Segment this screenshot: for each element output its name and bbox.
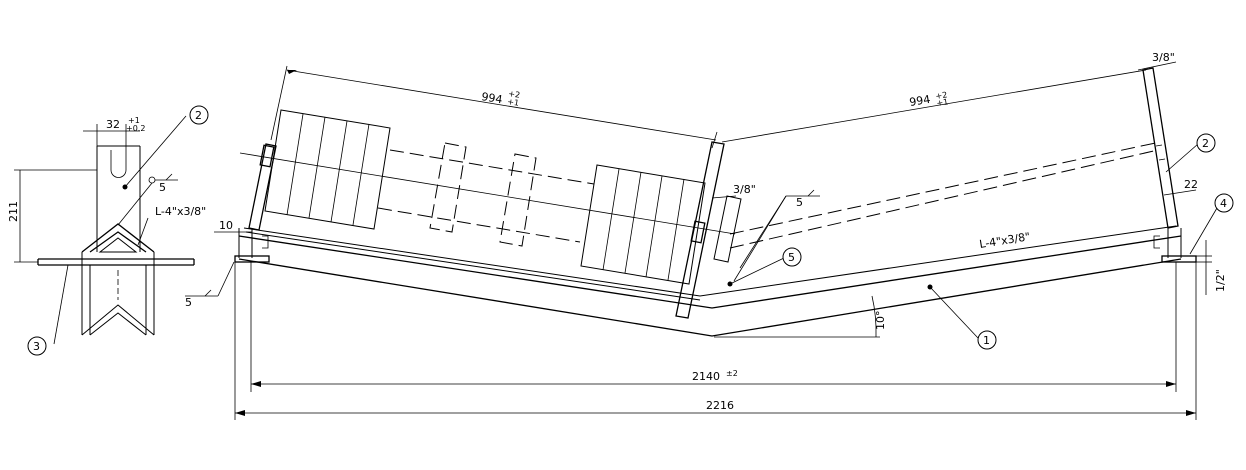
balloon-2-right: 2 [1196, 133, 1216, 153]
dim-2140-tol: ±2 [726, 369, 738, 378]
base-thk-label: 1/2" [1214, 269, 1227, 292]
svg-text:1: 1 [983, 334, 990, 347]
balloon-3: 3 [27, 336, 47, 356]
dim-2140-label: 2140 [692, 370, 720, 383]
dim-994-left-tol-dn: +1 [507, 97, 520, 108]
dim-994-left: 994 [481, 90, 504, 106]
svg-text:3: 3 [33, 340, 40, 353]
roller-right-inner [580, 164, 706, 285]
dim-32-tol-dn: +0.2 [126, 124, 145, 133]
svg-text:2: 2 [195, 109, 202, 122]
plate-thk-left-label: 3/8" [733, 183, 756, 196]
dim-211-label: 211 [7, 201, 20, 222]
dim-22-label: 22 [1184, 178, 1198, 191]
roller-left [264, 109, 391, 230]
dim-994-right-tol-up: +2 [935, 90, 948, 101]
balloon-5: 5 [782, 247, 802, 267]
angle-main-label: L-4"x3/8" [978, 230, 1031, 251]
balloon-2-side: 2 [189, 105, 209, 125]
dim-32-label: 32 [106, 118, 120, 131]
plate-thk-right-label: 3/8" [1152, 51, 1175, 64]
weld-mid-label: 5 [796, 196, 803, 209]
dim-994-right: 994 [908, 93, 931, 109]
dim-994-right-tol-dn: +1 [936, 97, 949, 108]
dim-10-label: 10 [219, 219, 233, 232]
weld-side-label: 5 [159, 181, 166, 194]
weld-base-label: 5 [185, 296, 192, 309]
angle-side-label: L-4"x3/8" [155, 205, 206, 218]
side-view: 32 +1 +0.2 211 5 L-4"x3/8" 2 3 [7, 105, 209, 356]
dim-32-tol-up: +1 [128, 116, 140, 125]
svg-text:4: 4 [1220, 197, 1227, 210]
angle-10-label: 10° [874, 311, 887, 331]
svg-text:2: 2 [1202, 137, 1209, 150]
svg-text:5: 5 [788, 251, 795, 264]
balloon-4: 4 [1214, 193, 1234, 213]
dim-2216-label: 2216 [706, 399, 734, 412]
dim-994-left-tol-up: +2 [508, 89, 521, 100]
balloon-1: 1 [977, 330, 997, 350]
front-view: 994 +2 +1 994 +2 +1 3/8" 3/8" 22 10 5 5 … [185, 51, 1234, 420]
